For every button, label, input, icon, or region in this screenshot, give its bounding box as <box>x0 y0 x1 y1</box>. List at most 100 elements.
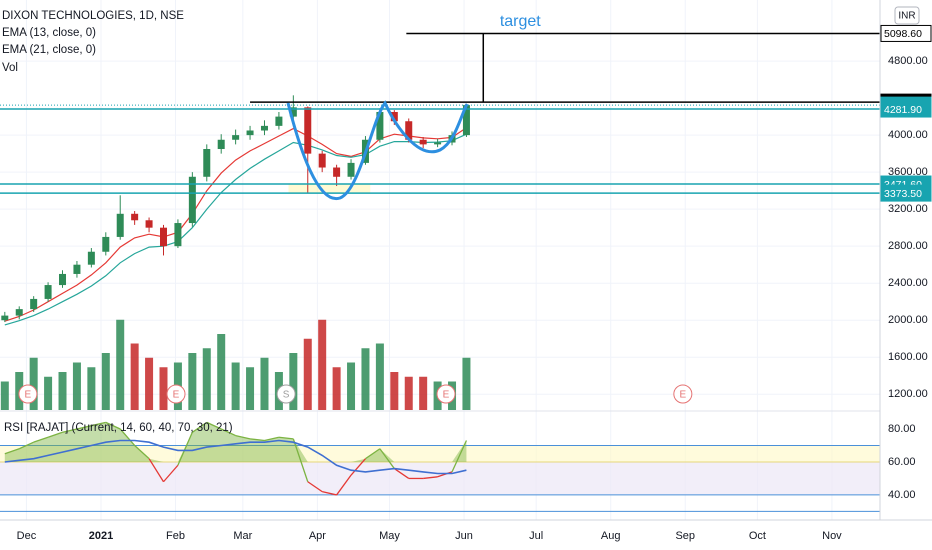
volume-bar <box>44 376 53 410</box>
volume-bar <box>29 357 38 410</box>
target-label: target <box>500 13 541 30</box>
rsi-segment <box>235 434 251 440</box>
event-marker <box>166 384 186 404</box>
currency-label[interactable]: INR <box>898 11 915 22</box>
volume-bar <box>72 362 81 410</box>
y-tick-label: 40.00 <box>888 489 916 501</box>
event-marker <box>673 384 693 404</box>
rsi-signal <box>4 439 467 475</box>
rsi-band <box>0 445 880 462</box>
candle-body <box>217 139 225 150</box>
volume-bar <box>130 343 139 410</box>
axes: 4800.00 4000.00 3600.00 3200.00 2800.00 2400.… <box>17 24 932 542</box>
rsi-segment <box>451 440 468 473</box>
rsi-segment <box>148 458 165 483</box>
currency-badge[interactable] <box>894 6 920 25</box>
rsi-segment <box>278 436 294 440</box>
candle-body <box>102 236 110 252</box>
volume-bar <box>116 319 125 410</box>
y-tick-label: 2400.00 <box>888 277 928 289</box>
y-tick-label: 2000.00 <box>888 314 928 326</box>
level-label-box <box>880 184 932 202</box>
volume-bar <box>202 348 211 410</box>
x-tick-label: May <box>379 530 400 542</box>
candle-body <box>15 309 23 316</box>
volume-bar <box>289 353 298 410</box>
volume-bar <box>462 357 471 410</box>
volume-bar <box>260 357 269 410</box>
event-label: E <box>25 390 32 401</box>
candle-body <box>419 139 427 145</box>
rsi-pane <box>0 421 880 512</box>
event-marker <box>276 384 296 404</box>
candle-body <box>275 116 283 126</box>
rsi-segment <box>336 474 352 496</box>
x-tick-label: Jul <box>529 530 543 542</box>
volume-bar <box>318 319 327 410</box>
x-tick-label: Mar <box>233 530 252 542</box>
rsi-segment <box>4 448 20 455</box>
rsi-segment <box>264 436 280 442</box>
level-label-box <box>880 24 932 42</box>
volume-bar <box>145 357 154 410</box>
candle-body <box>1 315 9 321</box>
y-tick-label: 3600.00 <box>888 166 928 178</box>
event-label: E <box>173 390 180 401</box>
level-label-box <box>880 100 932 118</box>
candle-body <box>462 105 470 136</box>
rsi-overbought-fill <box>4 422 467 462</box>
rsi-segment <box>365 448 381 460</box>
rsi-segment <box>350 458 366 476</box>
candle-body <box>188 176 196 224</box>
rsi-segment <box>423 476 438 480</box>
rsi-band <box>0 461 880 495</box>
rsi-segment <box>393 468 410 479</box>
event-label: S <box>283 390 290 401</box>
rsi-segment <box>206 421 222 430</box>
y-tick-label: 4000.00 <box>888 129 928 141</box>
volume-bar <box>404 376 413 410</box>
candle-body <box>390 111 398 122</box>
cup-drawing <box>286 100 469 200</box>
rsi-segment <box>322 491 337 496</box>
x-tick-label: Dec <box>17 530 37 542</box>
rsi-segment <box>379 448 395 469</box>
rsi-segment <box>249 438 265 442</box>
rsi-segment <box>47 431 63 438</box>
event-label: E <box>680 390 687 401</box>
x-tick-label: Feb <box>166 530 185 542</box>
candle-body <box>304 107 312 154</box>
volume-bar <box>58 372 67 410</box>
symbol-title: DIXON TECHNOLOGIES, 1D, NSE <box>2 10 184 22</box>
candle-body <box>246 130 254 136</box>
x-tick-label: Jun <box>455 530 473 542</box>
x-tick-label: Sep <box>675 530 695 542</box>
rsi-segment <box>76 425 92 430</box>
volume-bar <box>159 367 168 410</box>
candle-body <box>347 162 355 177</box>
rsi-segment <box>163 464 179 483</box>
level-label: 4281.90 <box>884 104 922 116</box>
candle-body <box>159 227 167 247</box>
candle-body <box>174 223 182 247</box>
rsi-segment <box>18 441 34 450</box>
x-tick-label: Oct <box>749 530 766 542</box>
candle-body <box>333 167 341 177</box>
zone <box>288 184 371 194</box>
volume-bar <box>303 338 312 410</box>
y-tick-label: 3200.00 <box>888 203 928 215</box>
rsi-segment <box>220 428 236 437</box>
y-tick-label: 80.00 <box>888 423 916 435</box>
candle-body <box>260 125 268 131</box>
volume-bar <box>231 362 240 410</box>
candle-body <box>434 142 442 145</box>
y-tick-label: 60.00 <box>888 456 916 468</box>
y-tick-label: 1200.00 <box>888 388 928 400</box>
candle-body <box>145 220 153 228</box>
candle-body <box>87 251 95 265</box>
candle-body <box>116 213 124 237</box>
candle-body <box>73 264 81 274</box>
candle-body <box>131 213 139 221</box>
y-tick-label: 4800.00 <box>888 55 928 67</box>
